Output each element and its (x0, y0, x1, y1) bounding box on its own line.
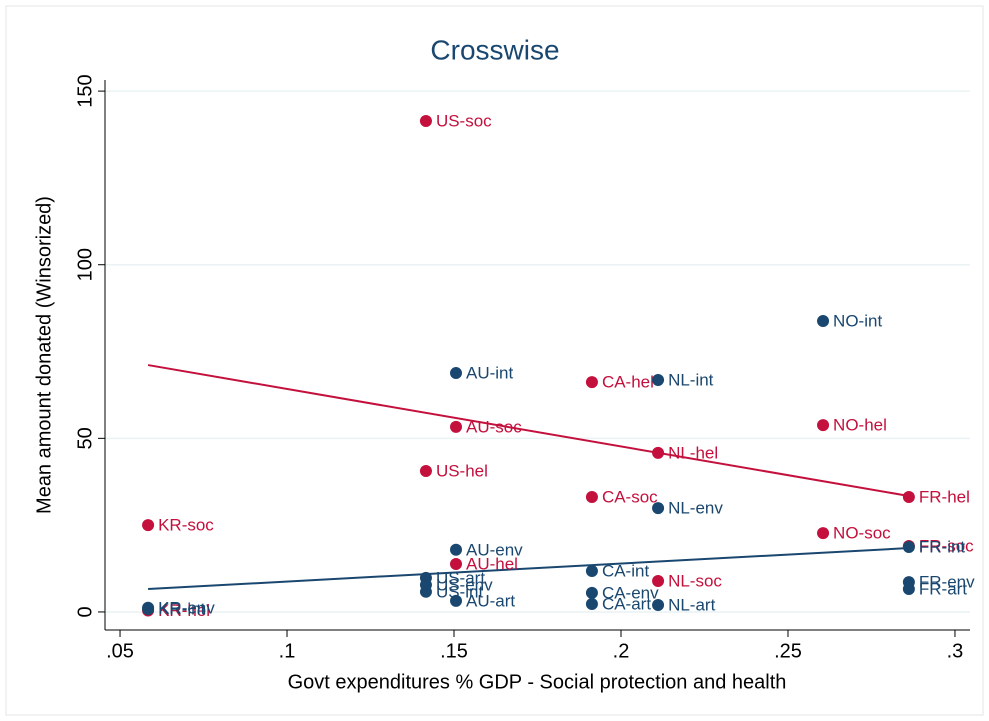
frame (5, 5, 984, 716)
point (450, 558, 463, 571)
point-label: CA-env (602, 583, 659, 602)
y-tick-label: 150 (74, 74, 96, 107)
point-label: NO-int (833, 311, 882, 330)
point-label: AU-env (466, 540, 523, 559)
point (419, 114, 432, 127)
y-axis-label: Mean amount donated (Winsorized) (33, 196, 55, 514)
point (652, 446, 665, 459)
point-label: US-soc (436, 111, 492, 130)
y-tick-label: 100 (74, 248, 96, 281)
point-label: CA-art (602, 594, 651, 613)
point (419, 464, 432, 477)
point-label: KR-env (158, 598, 215, 617)
point-label: FR-soc (919, 536, 974, 555)
point-label: NL-art (668, 595, 716, 614)
fit-line (147, 364, 910, 497)
point-label: US-art (436, 568, 485, 587)
point-label: AU-int (466, 364, 514, 383)
point (817, 527, 830, 540)
chart-title: Crosswise (430, 34, 559, 65)
point-label: NO-hel (833, 416, 887, 435)
x-tick-label: .25 (774, 640, 802, 662)
point (419, 585, 432, 598)
point (817, 419, 830, 432)
point-label: NL-hel (668, 443, 718, 462)
point-label: NL-int (668, 370, 714, 389)
point-label: US-env (436, 575, 493, 594)
point-label: KR-soc (158, 516, 214, 535)
point (585, 597, 598, 610)
point-label: US-int (436, 582, 484, 601)
point-label: NL-soc (668, 572, 722, 591)
x-tick-label: .15 (440, 640, 468, 662)
point (902, 583, 915, 596)
point-label: CA-int (602, 561, 650, 580)
point-label: CA-hel (602, 373, 654, 392)
point (817, 314, 830, 327)
point (902, 491, 915, 504)
point (902, 541, 915, 554)
point (585, 564, 598, 577)
x-tick-label: .2 (613, 640, 630, 662)
point-label: US-hel (436, 461, 488, 480)
fit-line (148, 547, 909, 591)
point (142, 603, 155, 616)
point (142, 519, 155, 532)
point (450, 543, 463, 556)
point (652, 502, 665, 515)
point (585, 376, 598, 389)
x-tick-label: .1 (279, 640, 296, 662)
point (652, 374, 665, 386)
point (450, 420, 463, 433)
point-label: AU-soc (466, 417, 522, 436)
point-label: FR-hel (919, 487, 970, 506)
point (585, 491, 598, 504)
point (585, 586, 598, 599)
point (450, 594, 463, 607)
x-axis-label: Govt expenditures % GDP - Social protect… (288, 671, 787, 693)
point-label: NL-env (668, 499, 723, 518)
point-label: AU-art (466, 591, 515, 610)
point-label: KR-int (158, 600, 206, 619)
point (652, 575, 665, 588)
point-label: AU-hel (466, 555, 518, 574)
point-label: FR-art (919, 580, 967, 599)
point-label: FR-int (919, 537, 966, 556)
x-tick-label: .05 (106, 640, 134, 662)
y-tick-label: 50 (74, 427, 96, 449)
point-label: CA-soc (602, 487, 658, 506)
point-label: NO-soc (833, 524, 891, 543)
x-tick-label: .3 (947, 640, 964, 662)
point (652, 599, 665, 611)
point-label: FR-env (919, 573, 975, 592)
point-label: KR-hel (158, 601, 210, 620)
point (450, 367, 463, 380)
y-tick-label: 0 (74, 606, 96, 617)
